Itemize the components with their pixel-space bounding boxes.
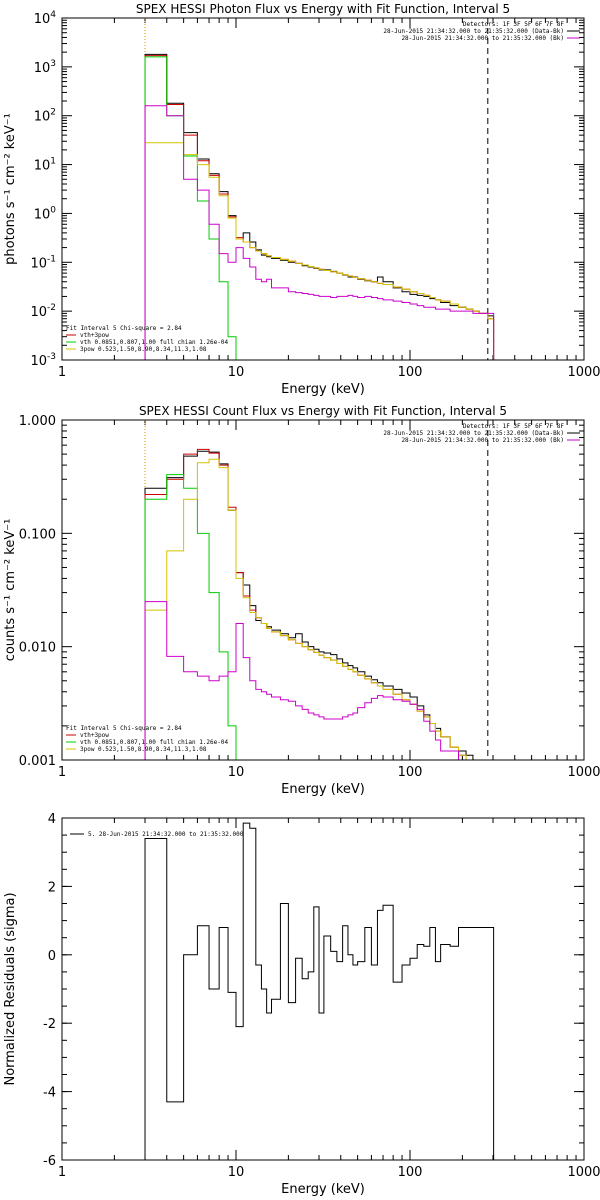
x-tick-label: 1000	[567, 765, 600, 780]
legend-entry: 5. 28-Jun-2015 21:34:32.000 to 21:35:32.…	[88, 831, 244, 838]
y-tick-label: 103	[34, 59, 56, 76]
series-line-5	[144, 105, 495, 360]
legend-title: Fit Interval 5 Chi-square = 2.84	[66, 725, 182, 732]
plot-area	[144, 53, 495, 360]
chart-3: 1 10 100 1000 Energy (keV) -6 -4 -2 0 2 4 Normalize…	[3, 812, 600, 1197]
x-tick-label: 10	[228, 765, 245, 780]
chart-title: SPEX HESSI Photon Flux vs Energy with Fi…	[136, 2, 510, 16]
series-line-3	[144, 474, 243, 760]
y-tick-label: 100	[34, 205, 57, 222]
chart-2: SPEX HESSI Count Flux vs Energy with Fit…	[3, 404, 600, 797]
chart-title: SPEX HESSI Count Flux vs Energy with Fit…	[139, 404, 507, 418]
y-axis-label: counts s⁻¹ cm⁻² keV⁻¹	[3, 519, 18, 662]
y-tick-label: 101	[34, 157, 56, 174]
y-tick-label: 104	[34, 10, 57, 27]
plot-area	[144, 822, 495, 1160]
y-tick-label: -4	[43, 1086, 56, 1101]
series-line-2	[144, 55, 495, 360]
x-tick-label: 1000	[567, 365, 600, 380]
legend-entry: vth+3pow	[80, 332, 109, 339]
header-text: 28-Jun-2015 21:34:32.000 to 21:35:32.000…	[383, 28, 564, 35]
y-tick-label: 0.010	[19, 641, 56, 656]
y-tick-label: 4	[48, 812, 56, 827]
legend-title: Fit Interval 5 Chi-square = 2.84	[66, 325, 182, 332]
plot-area	[144, 448, 494, 760]
header-text: 28-Jun-2015 21:34:32.000 to 21:35:32.000…	[401, 35, 564, 42]
y-tick-label: 10-3	[30, 352, 56, 369]
y-axis-label: photons s⁻¹ cm⁻² keV⁻¹	[3, 113, 18, 265]
y-tick-label: 2	[48, 880, 56, 895]
y-tick-label: 102	[34, 108, 56, 125]
y-tick-label: 10-2	[30, 303, 56, 320]
header-text: 28-Jun-2015 21:34:32.000 to 21:35:32.000…	[401, 437, 564, 444]
x-tick-label: 1	[58, 1165, 66, 1180]
y-tick-label: 0	[48, 949, 56, 964]
y-tick-label: -2	[43, 1017, 56, 1032]
x-tick-label: 100	[398, 1165, 423, 1180]
x-tick-label: 1	[58, 365, 66, 380]
header-text: Detectors: 1F 3F 5F 6F 7F 8F	[463, 423, 565, 430]
x-tick-label: 100	[398, 765, 423, 780]
x-axis-label: Energy (keV)	[281, 1182, 365, 1197]
header-text: 28-Jun-2015 21:34:32.000 to 21:35:32.000…	[383, 430, 564, 437]
series-line-5	[144, 601, 494, 760]
legend-entry: vth+3pow	[80, 732, 109, 739]
series-line-1	[144, 822, 495, 1160]
series-line-4	[144, 142, 495, 360]
y-axis-label: Normalized Residuals (sigma)	[3, 892, 18, 1085]
series-line-1	[144, 53, 495, 360]
y-tick-label: 1.000	[19, 414, 56, 429]
x-axis-label: Energy (keV)	[281, 782, 365, 797]
x-tick-label: 1	[58, 765, 66, 780]
x-tick-label: 10	[228, 1165, 245, 1180]
x-tick-label: 10	[228, 365, 245, 380]
y-tick-label: -6	[43, 1154, 56, 1169]
x-axis-label: Energy (keV)	[281, 382, 365, 397]
y-tick-label: 0.001	[19, 754, 56, 769]
chart-1: SPEX HESSI Photon Flux vs Energy with Fi…	[3, 2, 600, 397]
legend-entry: 3pow 0.523,1.50,8.90,8.34,11.3,1.08	[80, 746, 207, 753]
legend-entry: 3pow 0.523,1.50,8.90,8.34,11.3,1.08	[80, 346, 207, 353]
series-line-4	[144, 458, 494, 760]
plot-frame	[61, 17, 585, 361]
y-tick-label: 10-1	[30, 254, 56, 271]
x-tick-label: 1000	[567, 1165, 600, 1180]
header-text: Detectors: 1F 3F 5F 6F 7F 8F	[463, 21, 565, 28]
plot-frame	[61, 419, 585, 761]
plot-frame	[61, 817, 585, 1161]
x-tick-label: 100	[398, 365, 423, 380]
y-tick-label: 0.100	[19, 527, 56, 542]
legend-entry: vth 0.0851,0.807,1.00 full chian 1.26e-0…	[80, 739, 228, 746]
legend-entry: vth 0.0851,0.807,1.00 full chian 1.26e-0…	[80, 339, 228, 346]
